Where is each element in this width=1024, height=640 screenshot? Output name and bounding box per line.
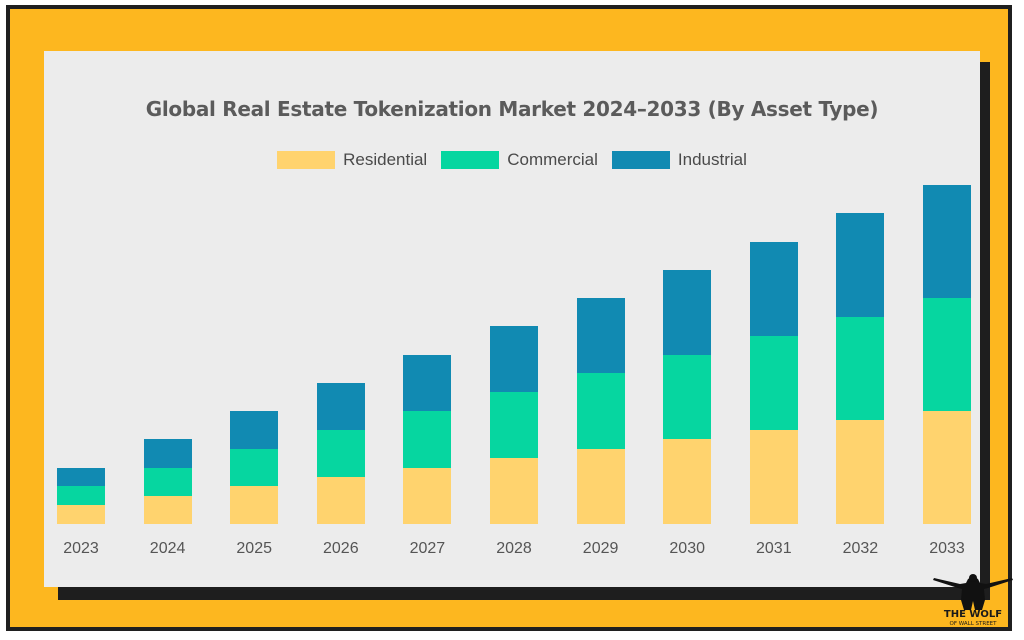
bar-commercial-2031 — [749, 335, 798, 430]
x-tick-label: 2032 — [842, 540, 879, 557]
x-tick-label: 2033 — [929, 540, 965, 557]
bar-residential-2033 — [923, 411, 971, 524]
x-tick-label: 2028 — [496, 540, 532, 557]
bar-industrial-2027 — [403, 354, 452, 411]
bar-residential-2024 — [143, 495, 192, 524]
bar-commercial-2033 — [923, 298, 971, 411]
legend-swatch-residential — [277, 151, 336, 169]
legend-swatch-commercial — [441, 151, 500, 169]
bar-commercial-2025 — [230, 448, 279, 487]
wolf-of-wall-street-logo: THE WOLF OF WALL STREET — [930, 570, 1016, 632]
chart-title: Global Real Estate Tokenization Market 2… — [145, 97, 879, 121]
legend-label-commercial: Commercial — [507, 150, 598, 169]
logo-text-line2: OF WALL STREET — [949, 621, 997, 627]
legend-swatch-industrial — [611, 151, 670, 169]
bar-residential-2032 — [836, 420, 885, 524]
legend-item-commercial: Commercial — [441, 150, 598, 170]
x-tick-label: 2026 — [323, 540, 359, 557]
bar-industrial-2029 — [576, 298, 625, 374]
bar-industrial-2031 — [749, 241, 798, 336]
bar-residential-2025 — [230, 486, 279, 524]
legend: Residential Commercial Industrial — [0, 150, 1024, 170]
bar-residential-2026 — [316, 476, 365, 524]
bar-industrial-2032 — [836, 213, 885, 317]
bar-industrial-2028 — [490, 326, 538, 393]
x-tick-label: 2024 — [149, 540, 186, 557]
legend-item-industrial: Industrial — [611, 150, 747, 170]
bar-residential-2031 — [749, 429, 798, 524]
bar-commercial-2027 — [403, 411, 452, 468]
legend-label-residential: Residential — [343, 150, 428, 169]
bar-commercial-2023 — [57, 486, 105, 506]
legend-label-industrial: Industrial — [677, 150, 747, 169]
bar-residential-2029 — [576, 448, 625, 524]
bar-industrial-2033 — [923, 185, 971, 298]
bar-industrial-2023 — [57, 467, 105, 487]
x-tick-label: 2029 — [582, 540, 619, 557]
x-tick-label: 2025 — [236, 540, 272, 557]
x-tick-label: 2031 — [756, 540, 792, 557]
bar-commercial-2024 — [143, 467, 192, 496]
bar-industrial-2030 — [663, 269, 712, 355]
bar-residential-2027 — [403, 467, 452, 524]
x-tick-label: 2023 — [63, 540, 99, 557]
bar-residential-2028 — [490, 458, 538, 524]
wolf-figure-icon — [933, 574, 1013, 610]
bar-residential-2030 — [663, 439, 712, 524]
bar-industrial-2024 — [143, 439, 192, 468]
x-tick-label: 2030 — [669, 540, 705, 557]
bar-commercial-2028 — [490, 392, 538, 459]
bar-industrial-2025 — [230, 411, 279, 449]
bar-commercial-2030 — [663, 354, 712, 440]
bar-residential-2023 — [57, 505, 105, 524]
bar-commercial-2029 — [576, 373, 625, 449]
logo-text-line1: THE WOLF — [943, 609, 1003, 620]
legend-item-residential: Residential — [277, 150, 427, 170]
bar-industrial-2026 — [316, 382, 365, 430]
x-tick-label: 2027 — [409, 540, 446, 557]
bar-commercial-2032 — [836, 316, 885, 421]
bar-commercial-2026 — [316, 429, 365, 477]
